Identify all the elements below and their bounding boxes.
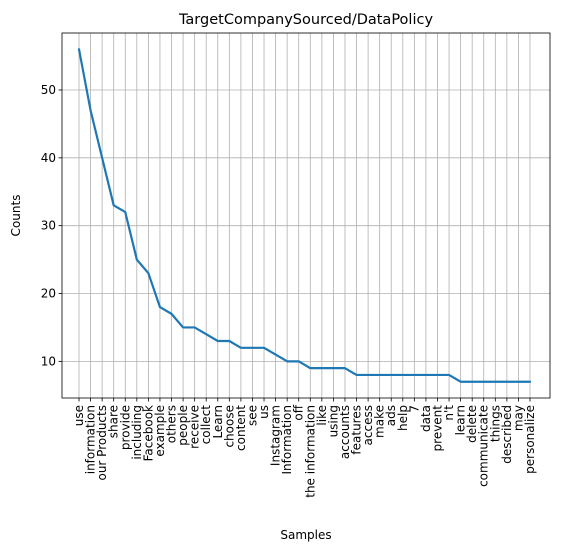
x-tick-label: learn	[454, 405, 468, 435]
x-tick-label: the information	[303, 405, 317, 498]
x-tick-label: content	[234, 405, 248, 451]
x-tick-label: data	[419, 405, 433, 432]
x-tick-label: Facebook	[141, 405, 155, 461]
x-tick-label: collect	[199, 405, 213, 445]
x-tick-label: information	[84, 405, 98, 474]
y-axis: 10 20 30 40 50	[41, 83, 62, 368]
y-tick-label: 40	[41, 151, 56, 165]
x-tick-label: example	[153, 405, 167, 457]
x-tick-label: share	[107, 405, 121, 438]
x-tick-label: may	[511, 405, 525, 431]
x-tick-label: make	[373, 405, 387, 438]
chart-title: TargetCompanySourced/DataPolicy	[178, 12, 433, 28]
x-tick-label: including	[130, 405, 144, 460]
x-axis-label: Samples	[280, 528, 331, 542]
x-tick-label: use	[72, 405, 86, 426]
y-tick-label: 50	[41, 83, 56, 97]
grid-lines	[62, 33, 550, 398]
plot-frame	[61, 32, 551, 399]
x-tick-label: 7	[407, 405, 421, 413]
series-layer	[77, 48, 532, 383]
x-tick-label: delete	[465, 405, 479, 443]
y-tick-label: 20	[41, 287, 56, 301]
x-tick-label: using	[326, 405, 340, 437]
x-tick-label: choose	[222, 405, 236, 448]
x-tick-label: things	[488, 405, 502, 442]
x-tick-label: communicate	[477, 405, 491, 487]
x-tick-label: us	[257, 405, 271, 419]
x-tick-label: Learn	[211, 405, 225, 439]
x-tick-label: see	[245, 405, 259, 426]
x-tick-label: like	[315, 405, 329, 426]
x-tick-label: access	[361, 405, 375, 445]
x-tick-label: receive	[188, 405, 202, 449]
x-tick-label: Instagram	[269, 405, 283, 466]
x-tick-label: provide	[118, 405, 132, 450]
x-tick-label: features	[350, 405, 364, 455]
series-line	[77, 48, 532, 383]
x-tick-label: our Products	[95, 405, 109, 481]
x-tick-label: described	[500, 405, 514, 464]
y-tick-label: 10	[41, 354, 56, 368]
x-tick-label: personalize	[523, 405, 537, 474]
x-tick-label: people	[176, 405, 190, 446]
x-tick-label: Information	[280, 405, 294, 474]
y-axis-label: Counts	[9, 195, 23, 237]
x-tick-label: ads	[384, 405, 398, 426]
x-tick-label: others	[165, 405, 179, 443]
x-tick-label: help	[396, 405, 410, 431]
y-tick-label: 30	[41, 219, 56, 233]
x-tick-label: off	[292, 404, 306, 420]
x-tick-label: n't	[442, 405, 456, 421]
x-tick-label: prevent	[430, 405, 444, 452]
x-tick-label: accounts	[338, 405, 352, 459]
